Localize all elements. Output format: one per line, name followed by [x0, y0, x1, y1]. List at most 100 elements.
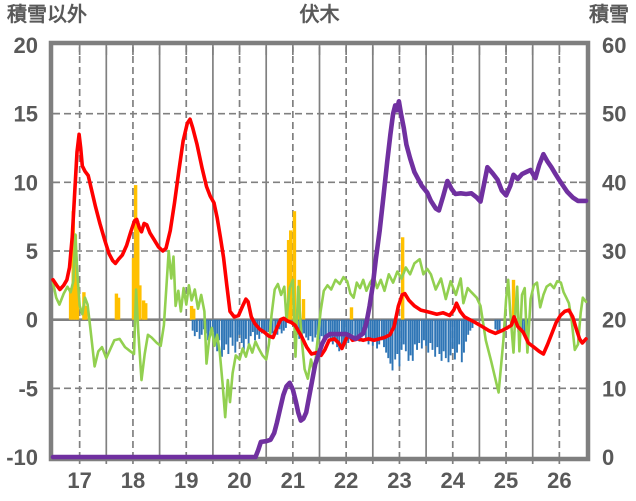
blue-bar	[229, 319, 232, 338]
blue-bar	[211, 319, 214, 333]
orange-bar	[73, 234, 78, 320]
blue-bar	[407, 319, 410, 361]
blue-bar	[354, 319, 357, 341]
blue-bar	[343, 319, 345, 342]
blue-bar	[263, 319, 266, 331]
blue-bar	[195, 319, 198, 333]
blue-bar	[249, 319, 252, 337]
blue-bar	[329, 319, 332, 339]
blue-bar	[413, 319, 416, 345]
blue-bar	[451, 319, 454, 349]
blue-bar	[265, 319, 268, 337]
orange-bar	[292, 211, 297, 320]
blue-bar	[447, 319, 450, 363]
plot-border	[48, 40, 591, 462]
blue-bar	[391, 319, 394, 371]
x-axis-label: 22	[334, 468, 358, 493]
x-axis-label: 23	[387, 468, 411, 493]
left-axis-title: 積雪以外	[7, 4, 87, 26]
right-axis-label: 20	[602, 308, 626, 333]
blue-bar	[349, 319, 352, 339]
blue-bar	[242, 319, 245, 350]
snow-depth-line	[50, 99, 589, 460]
blue-bar	[320, 319, 323, 337]
blue-bar	[523, 319, 526, 335]
blue-bar	[423, 319, 425, 341]
blue-bar	[284, 319, 287, 328]
left-axis-label: 10	[14, 170, 38, 195]
blue-bar	[394, 319, 397, 360]
blue-bar	[254, 319, 256, 341]
blue-bar	[380, 319, 383, 341]
orange-bar	[141, 300, 146, 320]
blue-bar	[247, 319, 250, 345]
blue-bar	[438, 319, 441, 354]
blue-bar	[471, 319, 474, 328]
blue-bar	[234, 319, 237, 353]
blue-bar	[271, 319, 274, 334]
blue-bar	[387, 319, 390, 359]
blue-bar	[324, 319, 327, 338]
orange-bar	[144, 303, 148, 320]
blue-bar	[223, 319, 226, 350]
blue-bar	[496, 319, 499, 334]
blue-bar	[207, 319, 210, 341]
orange-bar	[289, 230, 293, 320]
blue-bar	[371, 319, 374, 346]
blue-bar	[307, 319, 310, 341]
blue-bar	[240, 319, 243, 344]
blue-bar	[404, 319, 407, 352]
blue-bar	[494, 319, 497, 330]
blue-bar	[191, 319, 194, 331]
blue-bar	[367, 319, 370, 345]
red-line	[51, 117, 588, 358]
blue-bar	[453, 319, 456, 360]
blue-bar	[358, 319, 361, 342]
blue-bar	[442, 319, 445, 352]
orange-bar	[511, 279, 516, 320]
blue-bar	[420, 319, 423, 349]
blue-bar	[209, 319, 212, 337]
blue-bar	[456, 319, 458, 353]
blue-bar	[396, 319, 399, 354]
blue-bar	[231, 319, 234, 346]
blue-bar	[236, 319, 239, 342]
right-axis-label: 0	[602, 445, 614, 470]
blue-bar	[427, 319, 430, 353]
x-axis-label: 25	[494, 468, 518, 493]
blue-bar	[214, 319, 216, 345]
orange-bar	[84, 305, 88, 320]
blue-bar	[227, 319, 230, 354]
blue-bar	[425, 319, 428, 346]
blue-bar	[389, 319, 392, 364]
blue-bar	[416, 319, 418, 350]
orange-bar	[68, 288, 73, 320]
blue-bar	[458, 319, 461, 345]
right-axis-label: 60	[602, 33, 626, 58]
left-axis-label: 0	[26, 308, 38, 333]
x-axis-label: 26	[547, 468, 571, 493]
blue-bar	[409, 319, 412, 356]
blue-bar	[469, 319, 472, 331]
right-axis-label: 30	[602, 239, 626, 264]
blue-bar	[267, 319, 270, 333]
blue-bar	[400, 319, 403, 350]
blue-bar	[218, 319, 221, 341]
blue-bar	[436, 319, 439, 348]
blue-bar	[449, 319, 452, 356]
blue-bar	[521, 319, 524, 331]
x-axis-label: 24	[441, 468, 466, 493]
blue-bar	[322, 319, 325, 342]
orange-bar	[349, 307, 354, 320]
orange-bar	[133, 185, 138, 320]
orange-bar	[116, 297, 121, 320]
blue-bar	[467, 319, 470, 335]
blue-bar	[316, 319, 319, 335]
x-axis-label: 18	[121, 468, 145, 493]
blue-bar	[383, 319, 385, 348]
blue-bar	[260, 319, 263, 334]
blue-bar	[398, 319, 401, 367]
right-axis-title: 積雪	[589, 4, 629, 26]
orange-bar	[192, 308, 196, 320]
blue-bar	[351, 319, 354, 335]
